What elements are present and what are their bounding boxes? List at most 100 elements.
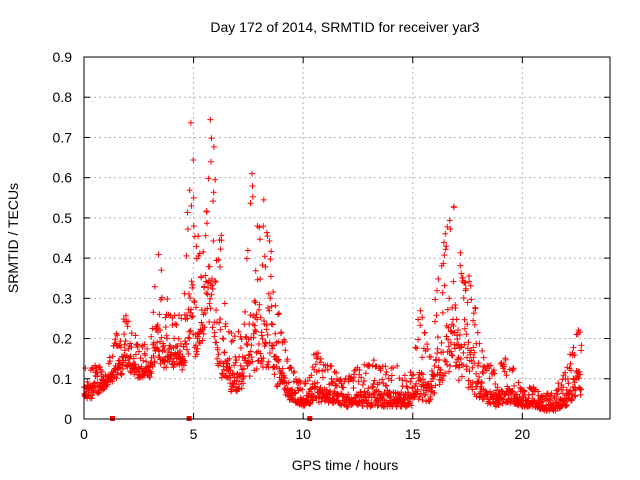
data-point: [266, 339, 273, 346]
data-point: [260, 196, 267, 203]
data-point: [419, 397, 426, 404]
data-point: [421, 379, 428, 386]
data-point: [213, 307, 220, 314]
data-point: [350, 385, 357, 392]
data-point: [247, 200, 254, 207]
data-point: [476, 373, 483, 380]
data-point: [285, 379, 292, 386]
data-point: [195, 233, 202, 240]
data-point: [360, 399, 367, 406]
data-point: [478, 378, 485, 385]
data-point: [552, 399, 559, 406]
data-point: [435, 356, 442, 363]
data-point: [193, 348, 200, 355]
data-point: [442, 246, 449, 253]
data-point: [435, 275, 442, 282]
data-point: [431, 363, 438, 370]
data-point: [209, 282, 216, 289]
y-tick-label: 0.1: [53, 371, 73, 387]
data-point: [268, 320, 275, 327]
data-point: [373, 363, 380, 370]
data-point: [462, 279, 469, 286]
data-point: [424, 346, 431, 353]
data-point: [127, 353, 134, 360]
data-point: [219, 371, 226, 378]
data-point: [205, 284, 212, 291]
data-point: [394, 362, 401, 369]
data-point: [167, 353, 174, 360]
data-point: [314, 379, 321, 386]
data-point: [471, 349, 478, 356]
data-point: [448, 348, 455, 355]
data-point: [501, 363, 508, 370]
data-point: [470, 317, 477, 324]
data-point: [151, 358, 158, 365]
data-point: [473, 370, 480, 377]
data-point: [413, 345, 420, 352]
data-point: [115, 365, 122, 372]
y-tick-label: 0.5: [53, 210, 73, 226]
data-point: [132, 361, 139, 368]
data-point: [161, 347, 168, 354]
data-point: [255, 341, 262, 348]
data-point: [228, 338, 235, 345]
data-point: [383, 369, 390, 376]
data-point: [499, 400, 506, 407]
data-point: [491, 370, 498, 377]
data-point: [188, 306, 195, 313]
data-point: [501, 368, 508, 375]
data-point: [210, 198, 217, 205]
data-point: [204, 291, 211, 298]
data-point: [457, 344, 464, 351]
data-point: [422, 391, 429, 398]
data-point: [566, 390, 573, 397]
data-point: [442, 230, 449, 237]
data-point: [216, 319, 223, 326]
data-point: [140, 357, 147, 364]
data-point: [369, 384, 376, 391]
data-point: [172, 350, 179, 357]
data-point: [104, 381, 111, 388]
data-point: [284, 356, 291, 363]
data-point: [350, 377, 357, 384]
chart-title: Day 172 of 2014, SRMTID for receiver yar…: [210, 19, 479, 35]
data-point: [476, 340, 483, 347]
data-point: [461, 341, 468, 348]
data-point: [387, 393, 394, 400]
data-point: [208, 135, 215, 142]
data-point: [288, 365, 295, 372]
data-point: [431, 372, 438, 379]
data-point: [262, 263, 269, 270]
data-point: [515, 379, 522, 386]
data-point: [460, 349, 467, 356]
y-tick-label: 0.2: [53, 331, 73, 347]
data-point: [443, 333, 450, 340]
data-point: [360, 378, 367, 385]
data-point: [263, 321, 270, 328]
data-point: [160, 342, 167, 349]
data-point: [337, 376, 344, 383]
data-point: [458, 373, 465, 380]
data-point: [109, 353, 116, 360]
data-point: [369, 362, 376, 369]
data-point: [88, 395, 95, 402]
data-point: [415, 336, 422, 343]
data-point: [162, 324, 169, 331]
data-point: [441, 252, 448, 259]
y-axis-label: SRMTID / TECUs: [5, 183, 21, 293]
x-tick-label: 15: [405, 426, 421, 442]
data-point: [238, 336, 245, 343]
data-points: [80, 116, 585, 414]
data-point: [502, 356, 509, 363]
data-point: [345, 378, 352, 385]
data-point: [249, 193, 256, 200]
data-point: [253, 366, 260, 373]
data-point: [450, 278, 457, 285]
data-point: [427, 353, 434, 360]
data-point: [164, 335, 171, 342]
data-point: [376, 364, 383, 371]
data-point: [319, 374, 326, 381]
data-point: [264, 233, 271, 240]
data-point: [312, 394, 319, 401]
data-point: [266, 307, 273, 314]
